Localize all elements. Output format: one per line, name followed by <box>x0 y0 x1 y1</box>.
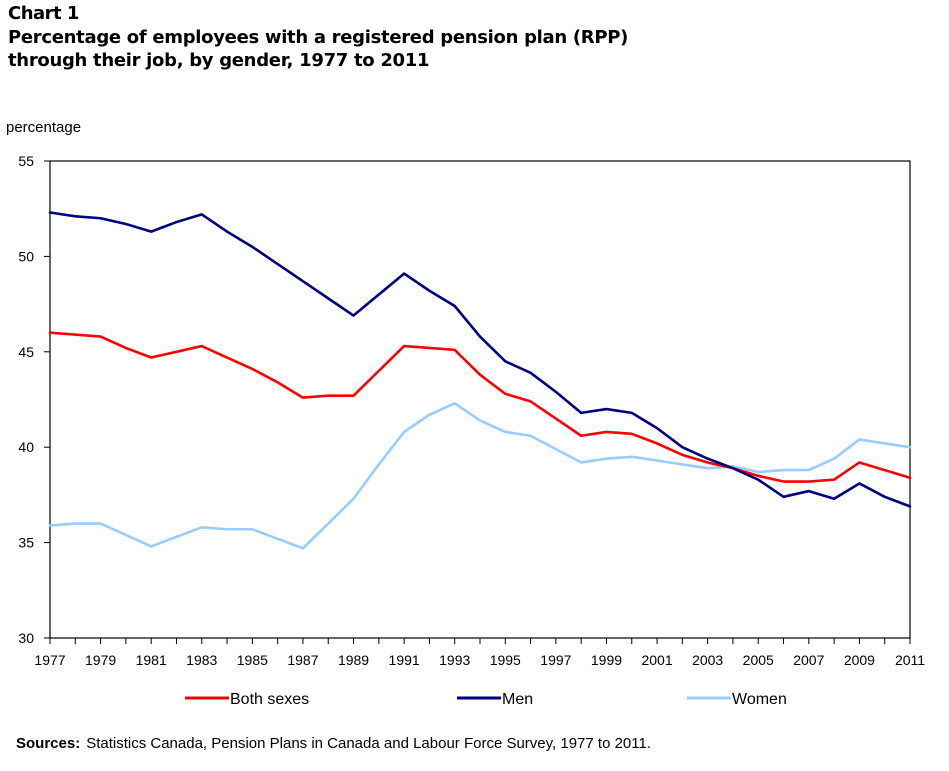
y-tick-label: 35 <box>18 535 34 551</box>
x-tick-label: 1997 <box>540 652 571 668</box>
chart-title: Percentage of employees with a registere… <box>8 27 629 71</box>
x-tick-label: 1987 <box>287 652 318 668</box>
legend-label-both-sexes: Both sexes <box>230 691 309 708</box>
x-tick-label: 1981 <box>136 652 167 668</box>
chart-number: Chart 1 <box>8 3 79 24</box>
line-chart: percentage 30 35 40 45 50 55 1977 1979 1981 1983 19… <box>6 119 925 708</box>
x-tick-label: 2003 <box>692 652 723 668</box>
sources-text: Statistics Canada, Pension Plans in Cana… <box>86 735 652 752</box>
series-line-men <box>48 211 912 508</box>
y-axis-title: percentage <box>6 119 81 136</box>
chart-heading: Chart 1 Percentage of employees with a r… <box>8 2 628 72</box>
x-tick-label: 1979 <box>85 652 116 668</box>
x-tick-label: 1977 <box>34 652 65 668</box>
x-tick-label: 1999 <box>591 652 622 668</box>
x-tick-label: 2005 <box>743 652 774 668</box>
x-tick-label: 1983 <box>186 652 217 668</box>
y-tick-label: 40 <box>18 439 34 455</box>
series-line-both-sexes <box>48 331 912 483</box>
x-tick-label: 1991 <box>389 652 420 668</box>
y-tick-label: 55 <box>18 153 34 169</box>
x-tick-label: 1989 <box>338 652 369 668</box>
x-tick-label: 2001 <box>641 652 672 668</box>
x-tick-label: 2007 <box>793 652 824 668</box>
sources-note: Sources: Statistics Canada, Pension Plans… <box>16 734 651 754</box>
series-line-women <box>48 402 912 550</box>
x-tick-label: 2009 <box>844 652 875 668</box>
y-tick-label: 30 <box>18 630 34 646</box>
x-tick-label: 1995 <box>490 652 521 668</box>
y-tick-label: 50 <box>18 248 34 264</box>
x-tick-label: 2011 <box>895 652 925 668</box>
x-tick-label: 1993 <box>439 652 470 668</box>
plot-frame <box>49 160 911 639</box>
legend-label-women: Women <box>732 691 787 708</box>
y-tick-label: 45 <box>18 344 34 360</box>
sources-label: Sources: <box>16 735 81 752</box>
legend-label-men: Men <box>502 691 533 708</box>
x-tick-label: 1985 <box>237 652 268 668</box>
